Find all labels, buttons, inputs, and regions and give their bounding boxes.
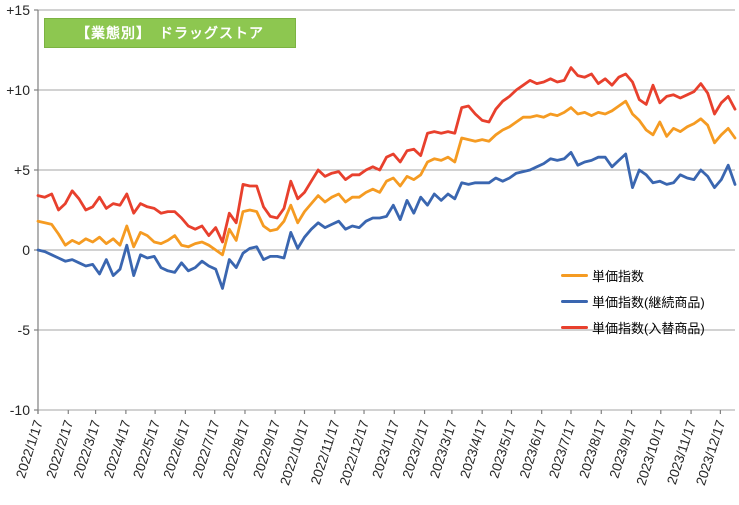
- x-tick-label: 2022/7/17: [190, 418, 223, 480]
- x-tick-label: 2022/4/17: [101, 418, 134, 480]
- x-tick-label: 2023/6/17: [517, 418, 550, 480]
- x-tick-label: 2023/7/17: [546, 418, 579, 480]
- x-tick-label: 2023/4/17: [457, 418, 490, 480]
- x-tick-label: 2022/12/17: [337, 418, 372, 487]
- series-line-1: [36, 150, 737, 290]
- x-tick-label: 2023/9/17: [607, 418, 640, 480]
- legend-item-continuing-products: 単価指数(継続商品): [561, 294, 705, 310]
- x-tick-label: 2022/9/17: [250, 418, 283, 480]
- axes: [34, 9, 721, 414]
- legend-item-unit-price-index: 単価指数: [561, 268, 705, 284]
- x-tick-label: 2022/11/17: [308, 418, 343, 486]
- legend-swatch-red: [561, 326, 588, 329]
- legend-label: 単価指数(入替商品): [592, 321, 705, 336]
- x-tick-label: 2022/5/17: [130, 418, 163, 480]
- gridlines: [38, 9, 735, 411]
- legend-swatch-blue: [561, 300, 588, 303]
- y-tick-label: +5: [14, 162, 30, 178]
- x-tick-label: 2022/3/17: [71, 418, 104, 480]
- x-tick-label: 2023/3/17: [427, 418, 460, 480]
- chart-title: 【業態別】 ドラッグストア: [44, 18, 296, 48]
- y-tick-label: +10: [6, 82, 30, 98]
- legend-swatch-orange: [561, 274, 588, 277]
- x-tick-label: 2022/6/17: [160, 418, 193, 480]
- y-tick-label: 0: [22, 242, 30, 258]
- x-tick-label: 2023/11/17: [664, 418, 699, 486]
- x-tick-label: 2023/1/17: [369, 418, 402, 480]
- x-tick-label: 2023/12/17: [693, 418, 728, 487]
- x-tick-label: 2023/5/17: [487, 418, 520, 480]
- y-tick-label: +15: [6, 2, 30, 18]
- x-tick-label: 2023/8/17: [576, 418, 609, 480]
- x-tick-label: 2022/10/17: [277, 418, 312, 487]
- y-tick-label: -10: [10, 402, 30, 418]
- x-axis-labels: 2022/1/172022/2/172022/3/172022/4/172022…: [13, 418, 728, 487]
- y-tick-label: -5: [18, 322, 31, 338]
- series-line-0: [36, 99, 737, 257]
- x-tick-label: 2022/1/17: [13, 418, 46, 480]
- y-axis-labels: +15 +10 +5 0 -5 -10: [6, 2, 30, 418]
- series-line-2: [36, 66, 737, 244]
- legend-label: 単価指数: [592, 269, 645, 284]
- legend-item-replacement-products: 単価指数(入替商品): [561, 320, 705, 336]
- legend: 単価指数 単価指数(継続商品) 単価指数(入替商品): [561, 268, 705, 336]
- x-tick-label: 2023/10/17: [633, 418, 668, 487]
- x-tick-label: 2022/8/17: [220, 418, 253, 480]
- legend-label: 単価指数(継続商品): [592, 295, 705, 310]
